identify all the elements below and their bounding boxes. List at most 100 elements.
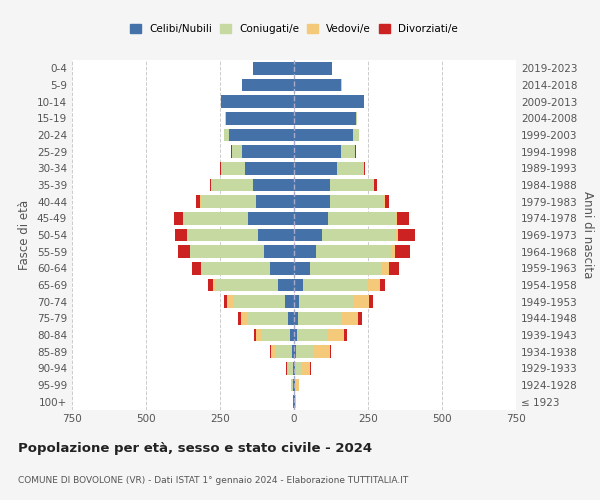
Bar [322,229,396,241]
Bar [288,312,294,324]
Bar [356,112,358,124]
Bar [294,78,341,91]
Bar [301,362,310,374]
Bar [256,196,294,208]
Bar [294,62,332,74]
Bar [208,279,212,291]
Bar [299,296,354,308]
Bar [316,246,392,258]
Bar [202,262,271,274]
Bar [374,179,377,191]
Bar [364,162,365,174]
Bar [292,379,293,391]
Bar [292,346,294,358]
Bar [389,262,399,274]
Bar [224,128,229,141]
Bar [192,262,201,274]
Bar [209,179,211,191]
Bar [254,329,256,341]
Bar [225,112,226,124]
Bar [241,312,247,324]
Bar [358,312,362,324]
Bar [294,346,296,358]
Bar [326,329,344,341]
Bar [314,346,331,358]
Bar [220,162,221,174]
Bar [294,162,337,174]
Bar [288,362,293,374]
Bar [293,379,294,391]
Bar [242,78,294,91]
Bar [298,312,342,324]
Text: COMUNE DI BOVOLONE (VR) - Dati ISTAT 1° gennaio 2024 - Elaborazione TUTTITALIA.I: COMUNE DI BOVOLONE (VR) - Dati ISTAT 1° … [18,476,408,485]
Bar [211,179,253,191]
Bar [190,246,265,258]
Bar [294,262,310,274]
Bar [294,179,329,191]
Bar [187,229,259,241]
Bar [242,146,294,158]
Bar [303,279,368,291]
Bar [310,262,382,274]
Bar [174,212,183,224]
Bar [368,279,380,291]
Bar [341,146,355,158]
Bar [395,246,410,258]
Y-axis label: Fasce di età: Fasce di età [19,200,31,270]
Bar [337,162,364,174]
Bar [285,296,294,308]
Bar [296,379,299,391]
Bar [175,229,187,241]
Bar [293,362,294,374]
Bar [353,128,359,141]
Y-axis label: Anni di nascita: Anni di nascita [581,192,594,278]
Bar [294,362,295,374]
Bar [294,279,303,291]
Bar [396,212,397,224]
Bar [221,162,245,174]
Bar [398,229,415,241]
Bar [227,296,233,308]
Bar [329,179,374,191]
Bar [262,329,290,341]
Bar [385,196,389,208]
Bar [291,379,292,391]
Bar [328,212,396,224]
Bar [212,279,215,291]
Bar [178,246,190,258]
Bar [259,229,294,241]
Bar [238,312,241,324]
Bar [271,346,275,358]
Bar [329,196,384,208]
Bar [294,296,299,308]
Bar [196,196,200,208]
Bar [369,296,373,308]
Bar [271,262,294,274]
Bar [294,212,328,224]
Bar [201,196,256,208]
Bar [295,379,296,391]
Legend: Celibi/Nubili, Coniugati/e, Vedovi/e, Divorziati/e: Celibi/Nubili, Coniugati/e, Vedovi/e, Di… [126,20,462,38]
Bar [294,229,322,241]
Bar [296,346,314,358]
Bar [229,128,294,141]
Text: Popolazione per età, sesso e stato civile - 2024: Popolazione per età, sesso e stato civil… [18,442,372,455]
Bar [380,279,385,291]
Bar [221,96,294,108]
Bar [201,262,202,274]
Bar [233,296,285,308]
Bar [342,312,358,324]
Bar [231,146,232,158]
Bar [294,196,329,208]
Bar [354,296,369,308]
Bar [226,112,294,124]
Bar [290,329,294,341]
Bar [215,279,278,291]
Bar [256,329,262,341]
Bar [245,162,294,174]
Bar [253,179,294,191]
Bar [287,362,288,374]
Bar [294,96,364,108]
Bar [294,112,356,124]
Bar [294,379,295,391]
